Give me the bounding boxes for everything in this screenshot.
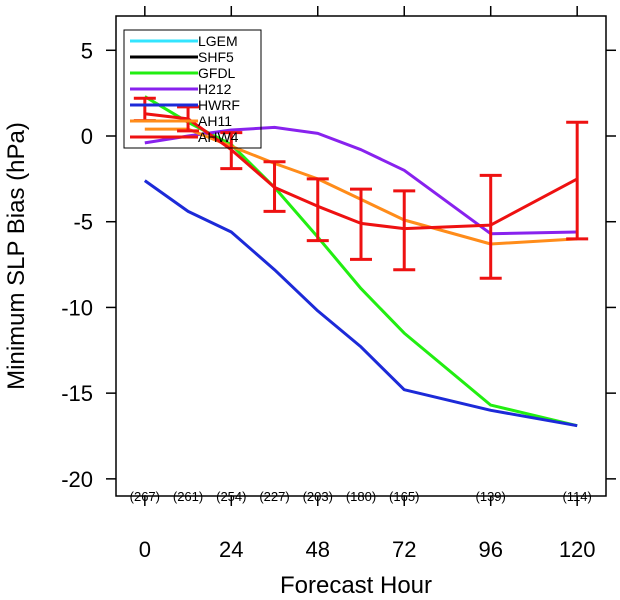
legend-item-ah11: AH11 <box>130 113 232 129</box>
errorbar-layer <box>133 96 589 280</box>
error-bar-ahw4-48 <box>306 177 329 243</box>
legend-label-lgem: LGEM <box>198 33 238 49</box>
sample-count-12: (261) <box>173 489 203 504</box>
x-tick-label-1: 24 <box>219 537 243 562</box>
legend-box <box>123 29 262 149</box>
legend-item-gfdl: GFDL <box>130 65 236 81</box>
axes: 0 24 48 72 96 120 5 0 -5 -10 -15 -20 <box>61 6 616 562</box>
legend-label-ah11: AH11 <box>198 113 232 129</box>
plot-frame <box>115 15 607 497</box>
error-bar-ahw4-36 <box>263 160 286 213</box>
y-tick-label-1: 0 <box>81 124 93 149</box>
sample-count-36: (227) <box>259 489 289 504</box>
y-axis-title: Minimum SLP Bias (hPa) <box>3 122 30 390</box>
x-tick-label-3: 72 <box>392 537 416 562</box>
sample-count-0: (267) <box>130 489 160 504</box>
error-bar-ahw4-72 <box>393 189 416 272</box>
legend-label-ahw4: AHW4 <box>198 129 239 145</box>
sample-count-24: (254) <box>216 489 246 504</box>
sample-count-72: (165) <box>389 489 419 504</box>
x-tick-label-0: 0 <box>139 537 151 562</box>
error-bar-ahw4-60 <box>350 187 372 261</box>
legend-item-lgem: LGEM <box>130 33 238 49</box>
error-bar-ahw4-24 <box>220 131 243 171</box>
y-tick-label-3: -10 <box>61 295 93 320</box>
x-tick-label-2: 48 <box>306 537 330 562</box>
legend-item-ahw4: AHW4 <box>130 129 239 145</box>
sample-counts: (267) (261) (254) (227) (203) (180) (165) (139)… <box>130 489 592 504</box>
legend-label-gfdl: GFDL <box>198 65 236 81</box>
legend-label-hwrf: HWRF <box>198 97 240 113</box>
sample-count-96: (139) <box>476 489 506 504</box>
sample-count-48: (203) <box>303 489 333 504</box>
x-axis-title: Forecast Hour <box>280 572 432 599</box>
error-bar-ahw4-96 <box>479 173 502 280</box>
y-tick-label-5: -20 <box>61 467 93 492</box>
sample-count-120: (114) <box>562 489 591 504</box>
legend-item-shf5: SHF5 <box>130 49 234 65</box>
error-bar-ahw4-120 <box>566 120 589 241</box>
x-tick-label-4: 96 <box>478 537 502 562</box>
legend-label-h212: H212 <box>198 81 232 97</box>
error-bar-ahw4-12 <box>177 105 200 133</box>
y-tick-label-4: -15 <box>61 381 93 406</box>
y-tick-label-2: -5 <box>73 210 93 235</box>
legend-label-shf5: SHF5 <box>198 49 234 65</box>
sample-count-60: (180) <box>346 489 376 504</box>
x-tick-label-5: 120 <box>559 537 596 562</box>
series-line-hwrf <box>143 179 578 428</box>
legend-item-hwrf: HWRF <box>130 97 240 113</box>
y-tick-label-0: 5 <box>81 38 93 63</box>
legend-item-h212: H212 <box>130 81 232 97</box>
